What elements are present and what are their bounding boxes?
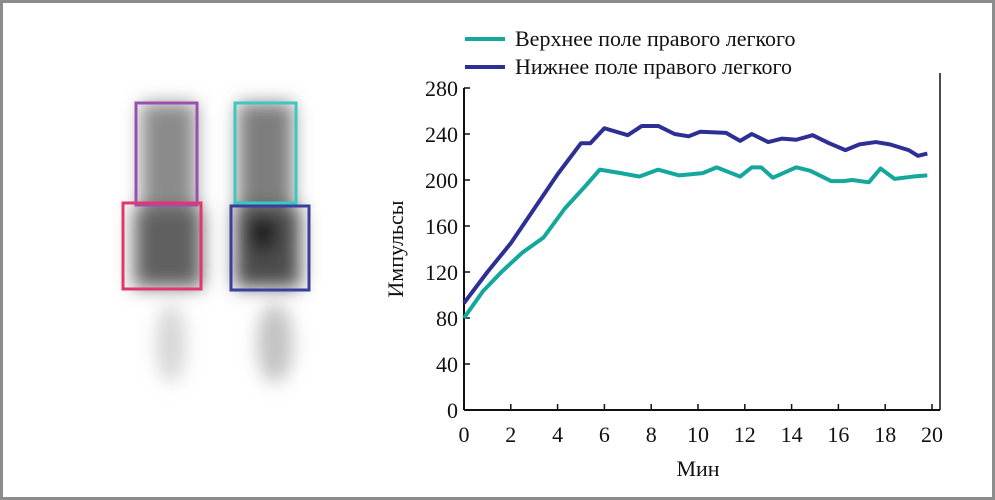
series-line-1 [462,165,928,320]
roi-left-upper [134,101,199,207]
y-tick-label: 80 [436,306,458,331]
legend-label: Верхнее поле правого легкого [515,26,796,51]
roi-left-lower [121,201,203,291]
y-tick-label: 160 [425,214,458,239]
roi-right-upper [233,101,298,205]
line-chart: 0 40 80 120 160 200 240 280 0 2 4 6 8 10 12 14 16 18 20 Мин… [383,26,943,481]
x-tick-label: 14 [781,422,803,447]
x-tick-label: 10 [687,422,709,447]
x-tick-label: 8 [646,422,657,447]
series-line-2 [462,123,928,305]
x-tick-label: 0 [459,422,470,447]
x-tick-label: 4 [552,422,563,447]
y-tick-label: 240 [425,122,458,147]
y-axis-label: Импульсы [383,200,408,297]
x-tick-label: 18 [874,422,896,447]
x-tick-label: 2 [505,422,516,447]
x-tick-label: 12 [734,422,756,447]
x-tick-label: 16 [827,422,849,447]
y-tick-label: 280 [425,76,458,101]
y-tick-label: 40 [436,352,458,377]
legend-label: Нижнее поле правого легкого [515,54,792,79]
x-tick-label: 20 [921,422,943,447]
y-tick-label: 200 [425,168,458,193]
y-tick-label: 0 [447,398,458,423]
x-tick-label: 6 [599,422,610,447]
lung-scintigraphy-image [121,101,311,383]
y-tick-label: 120 [425,260,458,285]
x-axis-label: Мин [676,456,719,481]
roi-right-lower [229,204,311,292]
